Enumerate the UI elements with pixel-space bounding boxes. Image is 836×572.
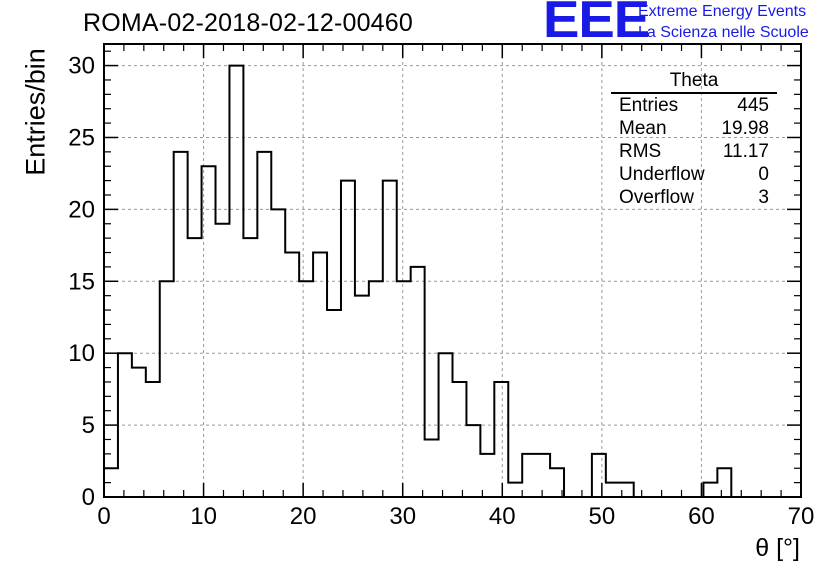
- logo-text-line1: Extreme Energy Events: [638, 3, 807, 20]
- y-tick-label: 15: [68, 268, 95, 295]
- x-axis-label: θ [°]: [755, 534, 800, 562]
- run-title: ROMA-02-2018-02-12-00460: [83, 9, 413, 37]
- stats-label: Underflow: [619, 164, 705, 185]
- y-axis-label: Entries/bin: [20, 48, 51, 176]
- stats-value: 3: [758, 187, 769, 208]
- stats-value: 445: [737, 95, 769, 116]
- stats-label: RMS: [619, 141, 662, 162]
- stats-row-entries: Entries 445: [611, 94, 777, 117]
- y-tick-label: 20: [68, 196, 95, 223]
- x-tick-label: 50: [589, 503, 616, 530]
- stats-title: Theta: [611, 70, 777, 94]
- x-tick-label: 30: [389, 503, 416, 530]
- stats-label: Mean: [619, 118, 667, 139]
- logo-text-line2: La Scienza nelle Scuole: [638, 24, 809, 41]
- stats-row-mean: Mean 19.98: [611, 117, 777, 140]
- y-tick-label: 0: [82, 484, 95, 511]
- x-tick-label: 20: [290, 503, 317, 530]
- stats-value: 19.98: [721, 118, 769, 139]
- y-tick-label: 5: [82, 412, 95, 439]
- x-tick-label: 0: [97, 503, 110, 530]
- y-tick-label: 10: [68, 340, 95, 367]
- plot-frame: [103, 43, 802, 498]
- stats-label: Overflow: [619, 187, 694, 208]
- x-tick-label: 70: [788, 503, 815, 530]
- x-tick-label: 10: [190, 503, 217, 530]
- stats-label: Entries: [619, 95, 679, 116]
- stats-row-overflow: Overflow 3: [611, 186, 777, 209]
- stats-row-underflow: Underflow 0: [611, 163, 777, 186]
- y-tick-label: 25: [68, 124, 95, 151]
- stats-row-rms: RMS 11.17: [611, 140, 777, 163]
- y-tick-label: 30: [68, 53, 95, 80]
- stats-value: 0: [758, 164, 769, 185]
- stats-value: 11.17: [722, 141, 769, 162]
- x-tick-label: 40: [489, 503, 516, 530]
- stats-box: Theta Entries 445 Mean 19.98 RMS 11.17 U…: [611, 70, 777, 209]
- eee-logo: EEE: [543, 0, 650, 49]
- x-tick-label: 60: [688, 503, 715, 530]
